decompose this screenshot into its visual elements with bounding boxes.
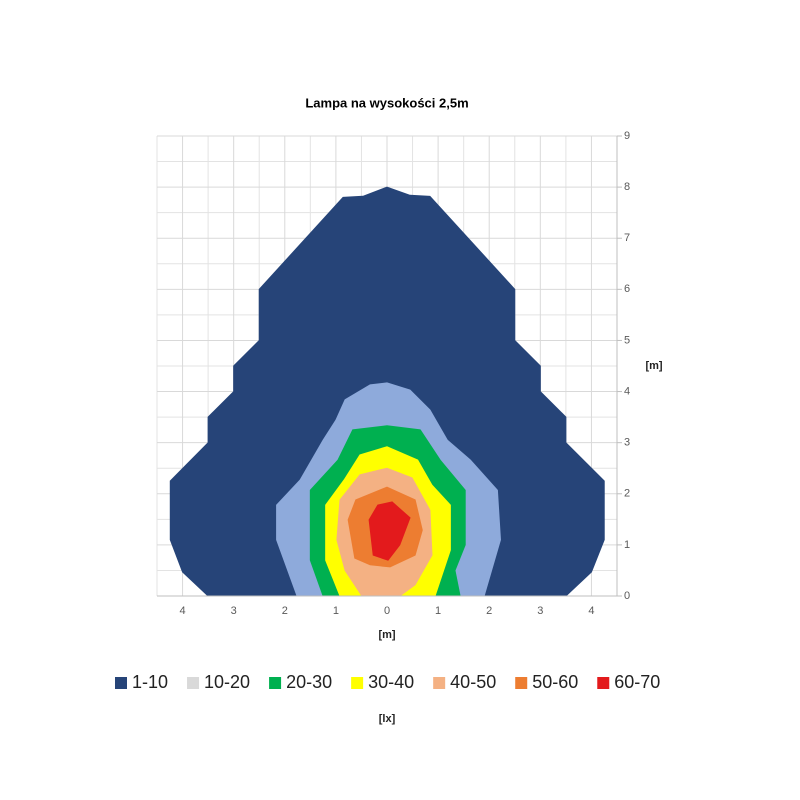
legend-label: 60-70 (614, 672, 660, 692)
x-tick-label: 4 (588, 605, 594, 617)
legend-swatch (187, 677, 200, 689)
y-tick-label: 9 (624, 130, 630, 142)
x-tick-label: 1 (435, 605, 441, 617)
legend-swatch (597, 677, 610, 689)
legend-swatch (351, 677, 364, 689)
legend-swatch (269, 677, 282, 689)
legend-label: 40-50 (450, 672, 496, 692)
legend-label: 10-20 (204, 672, 250, 692)
x-tick-label: 3 (231, 605, 237, 617)
x-tick-label: 0 (384, 605, 390, 617)
plot-area (169, 186, 605, 597)
x-tick-label: 2 (282, 605, 288, 617)
legend-swatch (515, 677, 528, 689)
contour-band (368, 501, 411, 561)
y-tick-label: 6 (624, 283, 630, 295)
x-tick-label: 2 (486, 605, 492, 617)
x-axis-label: [m] (378, 629, 395, 641)
y-tick-label: 2 (624, 488, 630, 500)
y-tick-label: 7 (624, 232, 630, 244)
axes: 4 3 2 1 0 1 2 3 4 0 1 2 3 4 5 6 7 8 9 (157, 130, 630, 617)
y-axis-label: [m] (645, 360, 662, 372)
legend-swatch (115, 677, 127, 689)
legend-label: 50-60 (532, 672, 578, 692)
legend-swatch (433, 677, 446, 689)
x-tick-label: 1 (333, 605, 339, 617)
legend-title: [lx] (379, 713, 396, 725)
x-tick-label: 3 (537, 605, 543, 617)
legend-label: 20-30 (286, 672, 332, 692)
y-tick-label: 3 (624, 437, 630, 449)
y-tick-label: 1 (624, 539, 630, 551)
chart-title: Lampa na wysokości 2,5m (305, 95, 468, 110)
y-tick-label: 0 (624, 590, 630, 602)
x-tick-label: 4 (179, 605, 185, 617)
legend-label: 30-40 (368, 672, 414, 692)
y-tick-label: 5 (624, 334, 630, 346)
legend-label: 1-10 (132, 672, 168, 692)
y-tick-label: 4 (624, 385, 630, 397)
y-tick-label: 8 (624, 181, 630, 193)
legend: 1-10 10-20 20-30 30-40 40-50 50-60 60-70 (115, 672, 660, 692)
